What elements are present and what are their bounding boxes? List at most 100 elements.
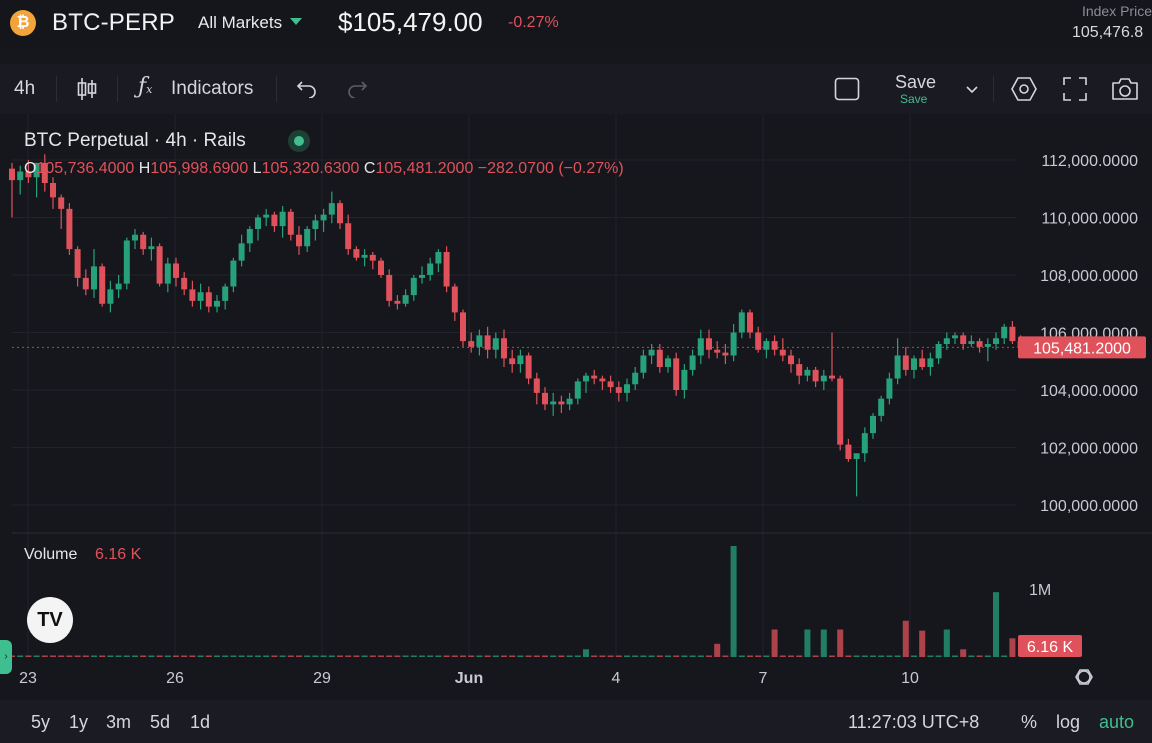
volume-bar — [320, 655, 327, 657]
undo-icon[interactable] — [296, 78, 318, 103]
save-button[interactable]: Save — [895, 72, 937, 92]
time-axis-tick: 29 — [313, 670, 331, 687]
volume-last-badge — [1018, 635, 1082, 657]
camera-icon[interactable] — [1110, 76, 1140, 107]
candle-body — [214, 300, 220, 307]
volume-label: Volume — [24, 546, 78, 563]
volume-bar — [82, 655, 89, 657]
volume-bar — [378, 655, 384, 657]
volume-bar — [640, 655, 647, 657]
tradingview-logo[interactable]: TV — [27, 597, 73, 643]
candle-body — [566, 398, 573, 405]
all-markets-dropdown[interactable]: All Markets — [198, 13, 283, 32]
candle-body — [640, 355, 647, 373]
candle-body — [927, 358, 934, 367]
axis-settings-icon[interactable] — [1077, 670, 1091, 684]
volume-bar — [476, 655, 483, 657]
volume-value: 6.16 K — [95, 546, 142, 563]
volume-bar — [943, 629, 950, 657]
candle-body — [279, 211, 286, 227]
low-key: L — [252, 160, 262, 177]
candle-body — [50, 183, 56, 198]
volume-bar — [304, 655, 311, 657]
range-5y[interactable]: 5y — [31, 712, 51, 732]
price-chart[interactable]: 112,000.0000110,000.0000108,000.0000106,… — [0, 114, 1152, 694]
chevron-down-icon[interactable] — [290, 18, 302, 25]
candle-body — [255, 217, 261, 229]
volume-bar — [271, 655, 278, 657]
market-symbol[interactable]: BTC-PERP — [52, 9, 175, 36]
candle-body — [492, 338, 499, 350]
candle-body — [656, 349, 663, 367]
volume-bar — [870, 655, 876, 657]
axis-settings-icon[interactable] — [1075, 669, 1093, 685]
range-1d[interactable]: 1d — [190, 712, 211, 732]
candle-body — [747, 312, 753, 333]
candle-body — [1009, 326, 1016, 342]
volume-bar — [205, 655, 212, 657]
range-3m[interactable]: 3m — [106, 712, 132, 732]
candle-body — [296, 234, 302, 247]
function-icon[interactable]: ƒx — [138, 74, 153, 99]
volume-bar — [517, 655, 524, 657]
candle-body — [476, 335, 483, 347]
auto-toggle[interactable]: auto — [1099, 712, 1135, 732]
range-1y[interactable]: 1y — [69, 712, 89, 732]
candle-body — [189, 289, 196, 301]
last-price-label: 105,481.2000 — [1033, 340, 1131, 357]
fullscreen-icon[interactable] — [1062, 76, 1088, 107]
settings-hexagon-icon[interactable] — [1010, 75, 1038, 108]
volume-bar — [148, 655, 155, 657]
time-axis-tick: 7 — [759, 670, 768, 687]
candle-body — [845, 444, 852, 459]
change-value: −282.0700 (−0.27%) — [477, 160, 624, 177]
candle-body — [1017, 341, 1024, 348]
volume-bar — [697, 655, 704, 657]
candles-icon[interactable] — [76, 76, 98, 107]
candle-body — [164, 263, 171, 284]
percent-toggle[interactable]: % — [1021, 712, 1038, 732]
candle-body — [287, 211, 294, 235]
candle-body — [993, 338, 999, 344]
candle-body — [697, 338, 704, 356]
candle-body — [550, 401, 557, 405]
volume-bar — [99, 655, 106, 657]
log-toggle[interactable]: log — [1056, 712, 1081, 732]
redo-icon[interactable] — [346, 78, 368, 103]
volume-bar — [550, 655, 557, 657]
candle-body — [730, 332, 737, 356]
volume-bar — [246, 655, 253, 657]
volume-bar — [648, 655, 655, 657]
price-change: -0.27% — [508, 14, 559, 31]
expand-panel-handle[interactable]: › — [0, 640, 12, 674]
range-5d[interactable]: 5d — [150, 712, 171, 732]
price-axis-tick: 110,000.0000 — [1041, 211, 1138, 228]
volume-bar — [451, 655, 458, 657]
volume-bar — [919, 630, 926, 657]
interval-button[interactable]: 4h — [14, 78, 36, 99]
volume-bar — [665, 655, 671, 657]
volume-bar — [935, 655, 942, 657]
candle-body — [968, 341, 975, 344]
candle-body — [394, 300, 401, 304]
layout-square-icon[interactable] — [834, 77, 860, 106]
candle-body — [222, 286, 229, 301]
timezone-clock[interactable]: 11:27:03 UTC+8 — [848, 712, 980, 732]
candle-body — [788, 355, 794, 365]
volume-bar — [878, 655, 885, 657]
candle-body — [943, 338, 950, 344]
candle-body — [960, 335, 967, 344]
volume-bar — [468, 655, 475, 657]
chevron-down-icon[interactable] — [965, 82, 979, 100]
candle-body — [419, 275, 425, 278]
candle-body — [894, 355, 901, 379]
volume-bar — [804, 629, 811, 657]
indicators-button[interactable]: Indicators — [171, 78, 254, 99]
volume-bar — [788, 655, 794, 657]
volume-bar — [33, 655, 40, 657]
volume-bar — [542, 655, 548, 657]
price-axis-tick: 112,000.0000 — [1041, 153, 1138, 170]
chart-legend-title: BTC Perpetual · 4h · Rails — [24, 130, 246, 151]
volume-bar — [312, 655, 319, 657]
candle-body — [148, 246, 155, 250]
